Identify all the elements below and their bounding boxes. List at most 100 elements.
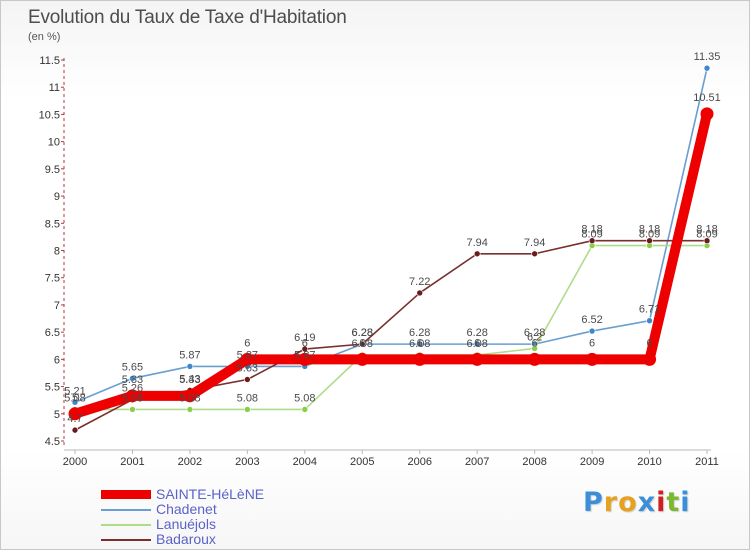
data-label-chadenet: 6.52 xyxy=(581,314,602,326)
data-label-badaroux: 8.18 xyxy=(639,224,660,236)
logo-letter: P xyxy=(583,487,604,518)
chart-title: Evolution du Taux de Taxe d'Habitation xyxy=(28,7,347,28)
y-tick-label: 9.5 xyxy=(45,164,60,176)
proxiti-logo: Proxiti xyxy=(583,487,691,518)
axes: 4.5 5 5.5 6 6.5 7 7.5 8 8.5 9 9.5 10 10.5 11 11.5 2000 2… xyxy=(39,55,719,468)
y-tick-label: 10.5 xyxy=(39,109,60,121)
data-point-badaroux xyxy=(416,289,424,297)
data-point-badaroux xyxy=(244,376,251,383)
data-label-badaroux: 6.19 xyxy=(294,332,315,344)
data-label-lanu-jols: 8.09 xyxy=(639,229,660,241)
y-tick-label: 5 xyxy=(54,409,60,421)
data-point-chadenet xyxy=(646,317,653,325)
data-point-sainte-h-l-ne xyxy=(528,352,542,366)
data-label-chadenet: 6.28 xyxy=(524,327,545,339)
data-label-badaroux: 5.43 xyxy=(179,373,200,385)
data-label-lanu-jols: 6.08 xyxy=(409,338,430,350)
data-point-chadenet xyxy=(129,375,136,382)
x-tick-label: 2006 xyxy=(407,456,431,468)
data-point-sainte-h-l-ne xyxy=(700,107,714,121)
series-lines xyxy=(68,64,714,434)
data-label-sainte-h-l-ne: 5.33 xyxy=(179,374,200,386)
y-tick-label: 7 xyxy=(54,300,60,312)
data-label-lanu-jols: 8.09 xyxy=(696,229,717,241)
data-label-sainte-h-l-ne: 6 xyxy=(646,337,652,349)
data-label-chadenet: 5.87 xyxy=(294,349,315,361)
data-point-badaroux xyxy=(588,237,596,245)
x-tick-label: 2000 xyxy=(63,456,87,468)
data-point-sainte-h-l-ne xyxy=(125,389,139,403)
data-label-sainte-h-l-ne: 6 xyxy=(474,337,480,349)
data-point-chadenet xyxy=(473,340,481,348)
data-label-sainte-h-l-ne: 6 xyxy=(589,337,595,349)
data-label-lanu-jols: 5.08 xyxy=(179,392,200,404)
y-tick-label: 11 xyxy=(49,82,60,94)
legend-swatch-sainte-helene xyxy=(101,490,151,499)
data-label-sainte-h-l-ne: 5.33 xyxy=(122,374,143,386)
data-point-chadenet xyxy=(703,64,711,72)
data-point-lanu-jols xyxy=(301,406,309,413)
data-label-sainte-h-l-ne: 6 xyxy=(532,337,538,349)
x-tick-label: 2001 xyxy=(120,456,144,468)
data-label-sainte-h-l-ne: 6 xyxy=(417,337,423,349)
data-label-badaroux: 5.63 xyxy=(237,362,258,374)
data-label-chadenet: 11.35 xyxy=(694,51,721,63)
data-point-badaroux xyxy=(646,237,653,245)
data-point-sainte-h-l-ne xyxy=(585,352,599,366)
data-label-lanu-jols: 5.08 xyxy=(294,392,315,404)
data-point-sainte-h-l-ne xyxy=(240,352,254,366)
data-label-chadenet: 5.87 xyxy=(237,349,258,361)
data-label-lanu-jols: 5.08 xyxy=(64,392,85,404)
data-label-badaroux: 7.94 xyxy=(466,237,487,249)
data-label-chadenet: 5.21 xyxy=(64,385,85,397)
data-label-badaroux: 4.7 xyxy=(67,413,82,425)
logo-letter: i xyxy=(680,487,691,518)
data-point-lanu-jols xyxy=(129,406,136,413)
data-label-lanu-jols: 5.08 xyxy=(237,392,258,404)
x-tick-label: 2009 xyxy=(580,456,604,468)
data-label-chadenet: 6.28 xyxy=(352,327,373,339)
x-tick-label: 2005 xyxy=(350,456,374,468)
data-label-sainte-h-l-ne: 6 xyxy=(359,337,365,349)
data-label-lanu-jols: 6.08 xyxy=(466,338,487,350)
data-label-badaroux: 5.26 xyxy=(122,383,143,395)
series-line-chadenet xyxy=(74,67,708,404)
series-line-badaroux xyxy=(74,239,707,431)
data-label-chadenet: 6.28 xyxy=(466,327,487,339)
legend-label-lanuejols: Lanuéjols xyxy=(156,516,216,532)
data-point-badaroux xyxy=(531,250,538,258)
legend-label-badaroux: Badaroux xyxy=(156,531,216,547)
x-tick-label: 2011 xyxy=(695,456,719,468)
y-tick-label: 8 xyxy=(54,246,60,258)
legend-swatch-badaroux xyxy=(101,539,151,541)
logo-letter: o xyxy=(618,487,638,518)
x-tick-label: 2010 xyxy=(637,456,661,468)
data-label-sainte-h-l-ne: 6 xyxy=(244,337,250,349)
y-tick-label: 6.5 xyxy=(45,327,60,339)
data-point-sainte-h-l-ne xyxy=(470,352,484,366)
data-point-sainte-h-l-ne xyxy=(183,389,197,403)
data-point-chadenet xyxy=(416,340,424,348)
x-tick-label: 2008 xyxy=(522,456,546,468)
data-labels: 55.33 5.336 6 6 6 6 6 6 610.515.215.655.87 5.87 5.… xyxy=(64,51,720,425)
data-label-chadenet: 6.71 xyxy=(639,304,660,316)
legend-swatch-lanuejols xyxy=(101,524,151,526)
data-label-badaroux: 8.18 xyxy=(696,224,717,236)
data-label-badaroux: 8.18 xyxy=(581,224,602,236)
data-point-badaroux xyxy=(301,345,309,353)
data-point-sainte-h-l-ne xyxy=(298,352,312,366)
data-label-sainte-h-l-ne: 10.51 xyxy=(693,92,721,104)
y-tick-label: 5.5 xyxy=(45,382,60,394)
data-label-lanu-jols: 6.08 xyxy=(352,338,373,350)
legend-swatch-chadenet xyxy=(101,509,151,511)
y-tick-label: 8.5 xyxy=(45,218,60,230)
data-point-chadenet xyxy=(588,327,596,335)
data-label-lanu-jols: 6.2 xyxy=(527,331,542,343)
data-point-badaroux xyxy=(703,237,711,245)
data-label-badaroux: 7.22 xyxy=(409,276,430,288)
x-tick-label: 2007 xyxy=(465,456,489,468)
x-tick-label: 2003 xyxy=(235,456,259,468)
data-label-badaroux: 6.28 xyxy=(352,327,373,339)
